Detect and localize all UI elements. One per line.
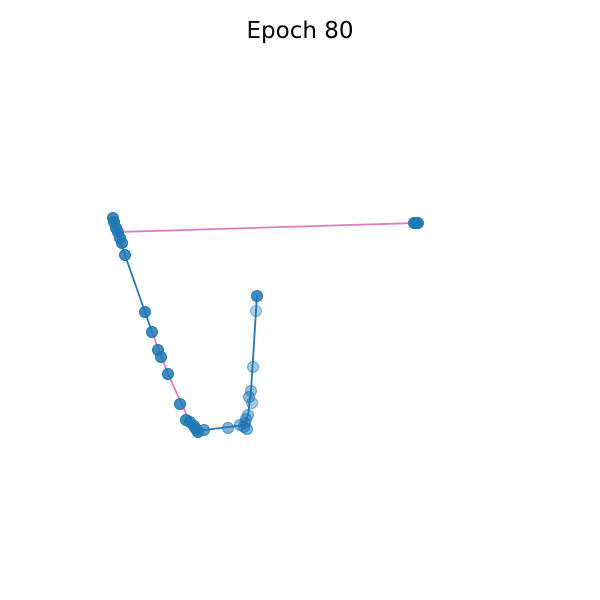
chart-title: Epoch 80	[246, 18, 354, 44]
data-point-0	[251, 290, 263, 302]
trajectory-segment-1	[250, 310, 257, 392]
data-point-31	[107, 212, 119, 224]
data-point-5	[243, 391, 255, 403]
trajectory-segment-11	[117, 222, 417, 233]
data-point-24	[139, 306, 151, 318]
trajectory-lines	[112, 217, 417, 431]
data-point-1	[250, 305, 262, 317]
data-point-23	[146, 326, 158, 338]
trajectory-segment-9	[124, 254, 146, 313]
trajectory-segment-6	[167, 373, 191, 423]
data-point-2	[247, 361, 259, 373]
trajectory-points	[107, 212, 424, 438]
data-point-20	[162, 368, 174, 380]
data-point-12	[222, 422, 234, 434]
data-point-11	[234, 419, 246, 431]
data-point-25	[119, 249, 131, 261]
data-point-18	[180, 414, 192, 426]
data-point-22	[152, 344, 164, 356]
data-point-34	[412, 217, 424, 229]
data-point-19	[174, 398, 186, 410]
